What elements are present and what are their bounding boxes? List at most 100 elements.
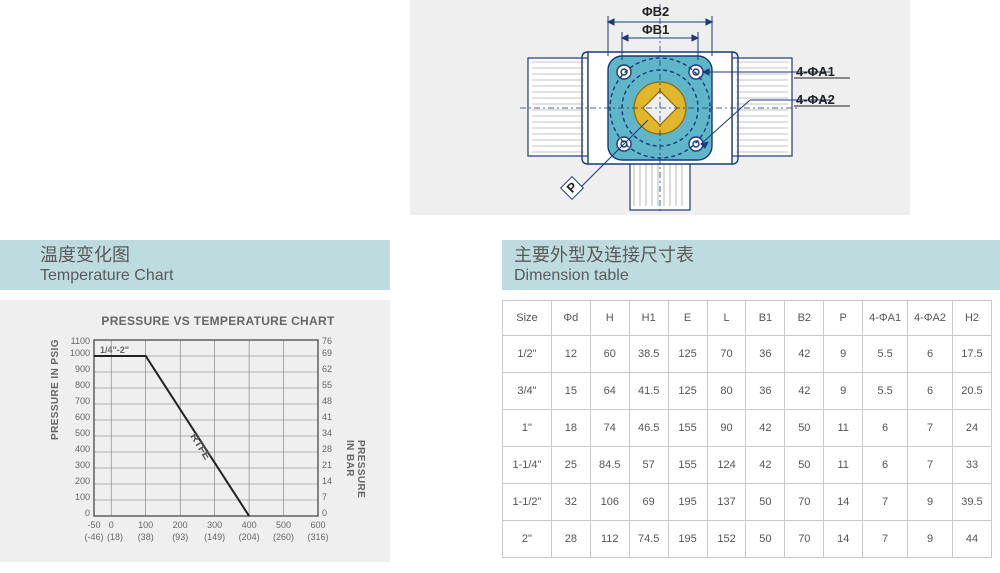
dimension-table-cell: 42 bbox=[785, 336, 824, 373]
section-header-dimension-table: 主要外型及连接尺寸表 Dimension table bbox=[502, 240, 1000, 290]
dimension-table-col-1: Φd bbox=[551, 301, 590, 336]
dimension-table-cell: 9 bbox=[824, 373, 863, 410]
dimension-table-cell: 39.5 bbox=[952, 484, 991, 521]
dimension-table-cell: 18 bbox=[551, 410, 590, 447]
dimension-table-cell: 137 bbox=[707, 484, 746, 521]
dimension-table-cell: 80 bbox=[707, 373, 746, 410]
dimension-table-row: 1/2"126038.512570364295.5617.5 bbox=[503, 336, 992, 373]
dimension-table-cell: 9 bbox=[908, 484, 953, 521]
dimension-table-cell: 50 bbox=[785, 447, 824, 484]
dimension-table-cell: 1" bbox=[503, 410, 552, 447]
svg-text:(93): (93) bbox=[172, 532, 188, 542]
svg-text:600: 600 bbox=[75, 412, 90, 422]
dimension-table-cell: 64 bbox=[590, 373, 629, 410]
dimension-table-cell: 155 bbox=[668, 410, 707, 447]
label-phi-b2: ΦB2 bbox=[642, 4, 669, 19]
dimension-table-row: 1-1/2"32106691951375070147939.5 bbox=[503, 484, 992, 521]
dimension-table-cell: 42 bbox=[746, 410, 785, 447]
dimension-table-cell: 33 bbox=[952, 447, 991, 484]
dimension-table-cell: 36 bbox=[746, 373, 785, 410]
svg-text:-50: -50 bbox=[87, 520, 100, 530]
svg-text:(38): (38) bbox=[138, 532, 154, 542]
valve-diagram-panel: ΦB2 ΦB1 4-ΦA1 4-ΦA2 P bbox=[410, 0, 910, 215]
dimension-table-cell: 12 bbox=[551, 336, 590, 373]
dimension-table-col-6: B1 bbox=[746, 301, 785, 336]
label-phi-b1: ΦB1 bbox=[642, 22, 669, 37]
dimension-table-cell: 50 bbox=[785, 410, 824, 447]
dimension-table-cell: 70 bbox=[785, 484, 824, 521]
label-4phi-a1: 4-ΦA1 bbox=[796, 64, 835, 79]
svg-text:0: 0 bbox=[109, 520, 114, 530]
svg-text:(260): (260) bbox=[273, 532, 294, 542]
svg-text:300: 300 bbox=[75, 460, 90, 470]
svg-text:7: 7 bbox=[322, 492, 327, 502]
dimension-table-cell: 6 bbox=[908, 373, 953, 410]
svg-text:(316): (316) bbox=[307, 532, 328, 542]
dimension-table-cell: 9 bbox=[824, 336, 863, 373]
svg-text:76: 76 bbox=[322, 336, 332, 346]
dimension-table-cell: 24 bbox=[952, 410, 991, 447]
dimension-table-cell: 152 bbox=[707, 521, 746, 558]
dimension-table-cell: 70 bbox=[707, 336, 746, 373]
dimension-table-cell: 6 bbox=[863, 410, 908, 447]
svg-text:100: 100 bbox=[138, 520, 153, 530]
dimension-table-cell: 20.5 bbox=[952, 373, 991, 410]
pressure-temperature-chart: 1/4"-2" RTFE 010020030040050060070080090… bbox=[60, 334, 360, 554]
svg-text:34: 34 bbox=[322, 428, 332, 438]
dimension-table-col-2: H bbox=[590, 301, 629, 336]
svg-text:14: 14 bbox=[322, 476, 332, 486]
svg-text:(18): (18) bbox=[107, 532, 123, 542]
dimension-table-cell: 11 bbox=[824, 410, 863, 447]
svg-text:0: 0 bbox=[85, 508, 90, 518]
svg-text:(-46): (-46) bbox=[84, 532, 103, 542]
dimension-table-col-0: Size bbox=[503, 301, 552, 336]
dimension-table-cell: 60 bbox=[590, 336, 629, 373]
dimension-table-cell: 14 bbox=[824, 521, 863, 558]
dimension-table-cell: 124 bbox=[707, 447, 746, 484]
dimension-table-cell: 7 bbox=[863, 521, 908, 558]
valve-diagram: ΦB2 ΦB1 4-ΦA1 4-ΦA2 P bbox=[410, 0, 910, 215]
dimension-table-cell: 17.5 bbox=[952, 336, 991, 373]
dimension-table-cell: 6 bbox=[908, 336, 953, 373]
dimension-table-cell: 2" bbox=[503, 521, 552, 558]
svg-text:800: 800 bbox=[75, 380, 90, 390]
label-4phi-a2: 4-ΦA2 bbox=[796, 92, 835, 107]
dimension-table-cell: 42 bbox=[785, 373, 824, 410]
temp-chart-title-en: Temperature Chart bbox=[40, 266, 173, 286]
dimension-table-cell: 1/2" bbox=[503, 336, 552, 373]
dimension-table-col-4: E bbox=[668, 301, 707, 336]
page: ΦB2 ΦB1 4-ΦA1 4-ΦA2 P 温度变化图 Temperature … bbox=[0, 0, 1000, 573]
dimension-table-cell: 44 bbox=[952, 521, 991, 558]
svg-text:400: 400 bbox=[242, 520, 257, 530]
dimension-table-cell: 15 bbox=[551, 373, 590, 410]
dimension-table-cell: 46.5 bbox=[629, 410, 668, 447]
dimension-table-row: 1-1/4"2584.5571551244250116733 bbox=[503, 447, 992, 484]
chart-range-label: 1/4"-2" bbox=[100, 345, 129, 355]
dimension-table-cell: 7 bbox=[863, 484, 908, 521]
svg-text:62: 62 bbox=[322, 364, 332, 374]
dimension-table-col-7: B2 bbox=[785, 301, 824, 336]
dimension-table-cell: 50 bbox=[746, 484, 785, 521]
dimension-table-cell: 28 bbox=[551, 521, 590, 558]
svg-text:500: 500 bbox=[75, 428, 90, 438]
svg-text:400: 400 bbox=[75, 444, 90, 454]
dimension-table-cell: 3/4" bbox=[503, 373, 552, 410]
svg-text:0: 0 bbox=[322, 508, 327, 518]
svg-text:21: 21 bbox=[322, 460, 332, 470]
dimension-table-cell: 11 bbox=[824, 447, 863, 484]
dimension-table-cell: 41.5 bbox=[629, 373, 668, 410]
dimension-table-cell: 1-1/4" bbox=[503, 447, 552, 484]
dimension-table-cell: 84.5 bbox=[590, 447, 629, 484]
dimension-table-header-row: SizeΦdHH1ELB1B2P4-ΦA14-ΦA2H2 bbox=[503, 301, 992, 336]
svg-text:200: 200 bbox=[173, 520, 188, 530]
svg-text:28: 28 bbox=[322, 444, 332, 454]
dimension-table-cell: 25 bbox=[551, 447, 590, 484]
dim-table-title-cn: 主要外型及连接尺寸表 bbox=[514, 244, 694, 266]
svg-text:900: 900 bbox=[75, 364, 90, 374]
chart-left-ticks: 010020030040050060070080090010001100 bbox=[70, 336, 90, 518]
dimension-table-cell: 57 bbox=[629, 447, 668, 484]
dimension-table-col-9: 4-ΦA1 bbox=[863, 301, 908, 336]
dimension-table-cell: 5.5 bbox=[863, 373, 908, 410]
dimension-table-cell: 32 bbox=[551, 484, 590, 521]
dimension-table-row: 3/4"156441.512580364295.5620.5 bbox=[503, 373, 992, 410]
